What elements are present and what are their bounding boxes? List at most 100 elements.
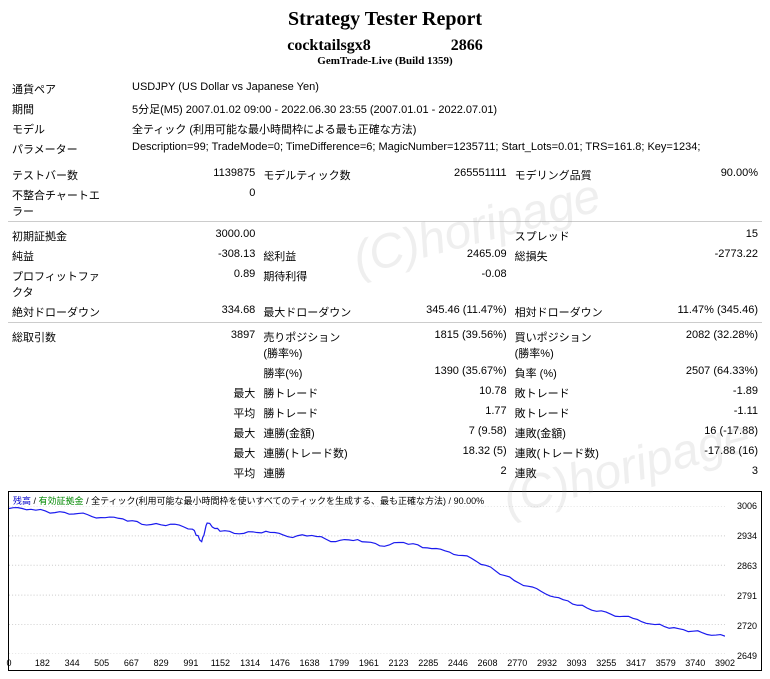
info-row: パラメーターDescription=99; TradeMode=0; TimeD…: [8, 139, 762, 159]
x-tick-label: 3255: [596, 658, 616, 668]
x-tick-label: 2123: [389, 658, 409, 668]
x-tick-label: 1961: [359, 658, 379, 668]
y-tick-label: 2934: [737, 531, 757, 541]
x-tick-label: 2446: [448, 658, 468, 668]
stats-value: 2: [358, 463, 510, 483]
stats-row: プロフィットファクタ0.89期待利得-0.08: [8, 266, 762, 302]
stats-label: 不整合チャートエラー: [8, 185, 107, 222]
stats-label: 絶対ドローダウン: [8, 302, 107, 323]
stats-row: 総取引数3897売りポジション(勝率%)1815 (39.56%)買いポジション…: [8, 327, 762, 363]
x-tick-label: 344: [65, 658, 80, 668]
x-tick-label: 2770: [507, 658, 527, 668]
stats-label: 連敗(金額): [511, 423, 610, 443]
x-tick-label: 3902: [715, 658, 735, 668]
stats-value: 平均: [107, 463, 259, 483]
stats-label: プロフィットファクタ: [8, 266, 107, 302]
stats-value: 3: [610, 463, 762, 483]
stats-label: 勝トレード: [259, 383, 358, 403]
stats-label: [8, 383, 107, 403]
stats-value: 3000.00: [107, 226, 259, 246]
chart-legend: 残高 / 有効証拠金 / 全ティック(利用可能な最小時間枠を使いすべてのティック…: [13, 494, 484, 507]
stats-label: [8, 403, 107, 423]
broker-line: GemTrade-Live (Build 1359): [8, 55, 762, 67]
stats-value: [610, 266, 762, 302]
stats-row: 不整合チャートエラー0: [8, 185, 762, 222]
stats-label: 連敗: [511, 463, 610, 483]
legend-quality: 90.00%: [454, 496, 485, 506]
stats-label: 総損失: [511, 246, 610, 266]
info-value: 5分足(M5) 2007.01.02 09:00 - 2022.06.30 23…: [128, 99, 762, 119]
stats-label: 敗トレード: [511, 383, 610, 403]
stats-value: -17.88 (16): [610, 443, 762, 463]
info-row: 期間5分足(M5) 2007.01.02 09:00 - 2022.06.30 …: [8, 99, 762, 119]
stats-row: 平均連勝2連敗3: [8, 463, 762, 483]
stats-table: テストバー数1139875モデルティック数265551111モデリング品質90.…: [8, 165, 762, 483]
report-title: Strategy Tester Report: [8, 8, 762, 31]
x-tick-label: 2932: [537, 658, 557, 668]
stats-label: 初期証拠金: [8, 226, 107, 246]
legend-method: 全ティック(利用可能な最小時間枠を使いすべてのティックを生成する、最も正確な方法…: [91, 496, 446, 506]
stats-label: 相対ドローダウン: [511, 302, 610, 323]
stats-value: 16 (-17.88): [610, 423, 762, 443]
info-value: Description=99; TradeMode=0; TimeDiffere…: [128, 139, 762, 159]
stats-label: 勝トレード: [259, 403, 358, 423]
stats-value: 1815 (39.56%): [358, 327, 510, 363]
x-tick-label: 3417: [626, 658, 646, 668]
x-tick-label: 1799: [329, 658, 349, 668]
y-tick-label: 2649: [737, 651, 757, 661]
stats-value: 0: [107, 185, 259, 222]
info-value: USDJPY (US Dollar vs Japanese Yen): [128, 79, 762, 99]
chart-plot-area: [9, 506, 725, 654]
x-tick-label: 1314: [240, 658, 260, 668]
stats-row: 最大勝トレード10.78敗トレード-1.89: [8, 383, 762, 403]
stats-label: [8, 423, 107, 443]
x-tick-label: 829: [154, 658, 169, 668]
stats-row: 勝率(%)1390 (35.67%)負率 (%)2507 (64.33%): [8, 363, 762, 383]
chart-x-axis: 0182344505667829991115213141476163817991…: [9, 654, 725, 670]
stats-label: [511, 266, 610, 302]
legend-equity: 有効証拠金: [39, 496, 84, 506]
info-value: 全ティック (利用可能な最小時間枠による最も正確な方法): [128, 119, 762, 139]
subtitle-prefix: cocktailsgx8: [287, 37, 371, 54]
stats-label: 負率 (%): [511, 363, 610, 383]
stats-label: [259, 226, 358, 246]
stats-row: 絶対ドローダウン334.68最大ドローダウン345.46 (11.47%)相対ド…: [8, 302, 762, 323]
stats-value: 2507 (64.33%): [610, 363, 762, 383]
stats-value: 最大: [107, 443, 259, 463]
stats-label: [8, 443, 107, 463]
stats-label: [511, 185, 610, 222]
stats-label: [8, 463, 107, 483]
stats-label: モデルティック数: [259, 165, 358, 185]
stats-value: 0.89: [107, 266, 259, 302]
chart-svg: [9, 506, 725, 654]
legend-balance: 残高: [13, 496, 31, 506]
stats-value: [358, 185, 510, 222]
x-tick-label: 182: [35, 658, 50, 668]
stats-value: 334.68: [107, 302, 259, 323]
stats-value: 90.00%: [610, 165, 762, 185]
info-row: モデル全ティック (利用可能な最小時間枠による最も正確な方法): [8, 119, 762, 139]
stats-value: 2465.09: [358, 246, 510, 266]
stats-label: [259, 185, 358, 222]
x-tick-label: 3579: [656, 658, 676, 668]
stats-row: 平均勝トレード1.77敗トレード-1.11: [8, 403, 762, 423]
stats-label: 連勝(金額): [259, 423, 358, 443]
stats-row: 最大連勝(トレード数)18.32 (5)連敗(トレード数)-17.88 (16): [8, 443, 762, 463]
balance-chart: 残高 / 有効証拠金 / 全ティック(利用可能な最小時間枠を使いすべてのティック…: [8, 491, 762, 671]
stats-label: 期待利得: [259, 266, 358, 302]
stats-label: [8, 363, 107, 383]
stats-label: 勝率(%): [259, 363, 358, 383]
x-tick-label: 2608: [478, 658, 498, 668]
stats-label: 最大ドローダウン: [259, 302, 358, 323]
chart-y-axis: 300629342863279127202649: [723, 492, 759, 652]
y-tick-label: 2720: [737, 621, 757, 631]
stats-value: 1390 (35.67%): [358, 363, 510, 383]
y-tick-label: 3006: [737, 501, 757, 511]
stats-value: 7 (9.58): [358, 423, 510, 443]
stats-row: 純益-308.13総利益2465.09総損失-2773.22: [8, 246, 762, 266]
stats-value: -1.11: [610, 403, 762, 423]
y-tick-label: 2791: [737, 591, 757, 601]
info-label: 通貨ペア: [8, 79, 128, 99]
stats-value: 2082 (32.28%): [610, 327, 762, 363]
info-label: 期間: [8, 99, 128, 119]
